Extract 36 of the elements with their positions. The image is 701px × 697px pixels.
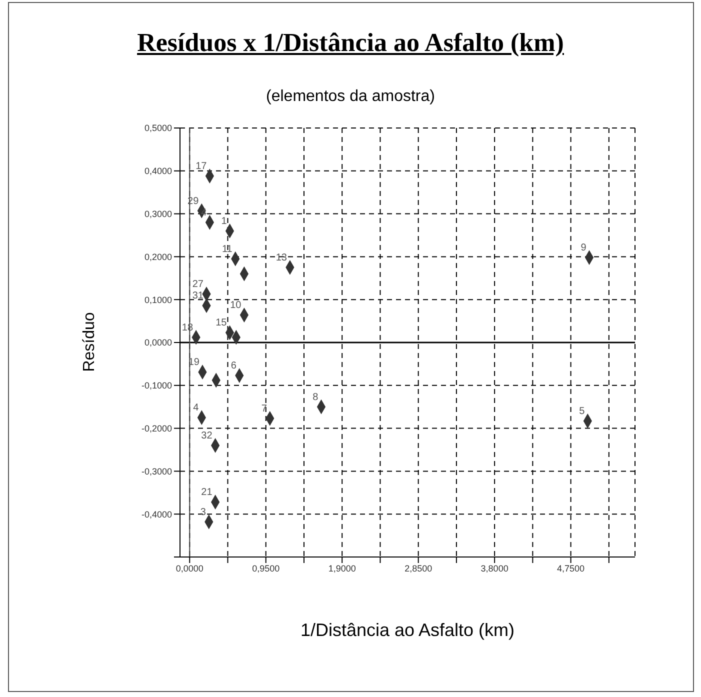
y-tick-label: 0,0000 bbox=[144, 338, 172, 348]
annotation: 21 bbox=[201, 487, 213, 498]
annotation: 17 bbox=[196, 161, 208, 172]
annotation: 8 bbox=[312, 392, 319, 403]
annotation: 4 bbox=[193, 402, 200, 414]
y-tick-label: 0,2000 bbox=[144, 252, 172, 262]
y-tick-label: -0,3000 bbox=[141, 466, 172, 476]
y-tick-label: 0,3000 bbox=[144, 208, 172, 219]
y-tick-label: 0,1000 bbox=[144, 294, 172, 305]
annotation: 6 bbox=[230, 360, 237, 372]
x-tick-label: 3,8000 bbox=[480, 563, 508, 574]
annotation: 9 bbox=[580, 242, 587, 254]
annotation: 3 bbox=[200, 506, 206, 518]
x-tick-label: 4,7500 bbox=[557, 563, 585, 574]
annotation: 1 bbox=[221, 216, 228, 227]
y-axis-title: Resíduo bbox=[81, 312, 99, 372]
annotation: 10 bbox=[230, 300, 242, 312]
x-tick-label: 0,0000 bbox=[176, 563, 204, 574]
y-tick-label: 0,4000 bbox=[144, 166, 172, 176]
annotation: 13 bbox=[276, 252, 288, 264]
y-tick-label: 0,5000 bbox=[144, 123, 172, 134]
x-tick-label: 1,9000 bbox=[328, 563, 356, 574]
annotation: 5 bbox=[579, 406, 586, 418]
annotation: 32 bbox=[201, 430, 213, 442]
x-tick-label: 2,8500 bbox=[404, 563, 432, 574]
annotation: 11 bbox=[222, 244, 233, 255]
annotation: 15 bbox=[216, 318, 228, 329]
x-tick-label: 0,9500 bbox=[252, 563, 280, 574]
x-axis-title: 1/Distância ao Asfalto (km) bbox=[299, 620, 516, 641]
y-tick-label: -0,4000 bbox=[141, 509, 172, 520]
y-tick-label: -0,1000 bbox=[141, 380, 172, 391]
y-tick-label: -0,2000 bbox=[141, 423, 172, 434]
chart-subtitle: (elementos da amostra) bbox=[265, 88, 436, 106]
annotation: 27 bbox=[192, 279, 204, 290]
chart-title: Resíduos x 1/Distância ao Asfalto (km) bbox=[136, 28, 565, 58]
annotation: 31 bbox=[192, 290, 204, 302]
